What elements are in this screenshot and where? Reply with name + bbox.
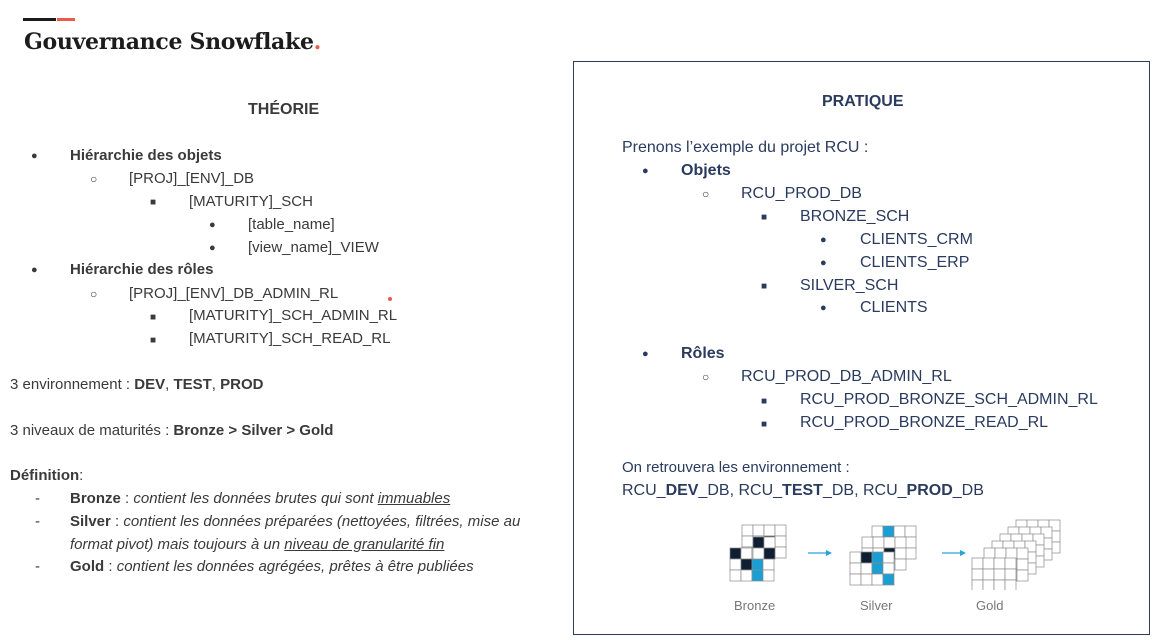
disc-bullet: ● <box>642 348 649 360</box>
practice-roles-heading: Rôles <box>681 345 725 362</box>
maturity-figure <box>729 519 1061 590</box>
page-title: Gouvernance Snowflake. <box>24 29 321 55</box>
practice-bronze-schema: BRONZE_SCH <box>800 208 910 225</box>
practice-heading: PRATIQUE <box>822 93 904 110</box>
disc-bullet: ● <box>820 257 827 269</box>
silver-figure-label: Silver <box>860 598 893 613</box>
circle-bullet: ○ <box>90 172 98 186</box>
circle-bullet: ○ <box>90 287 98 301</box>
disc-bullet: ● <box>209 242 216 254</box>
object-view-pattern: [view_name]_VIEW <box>248 239 379 256</box>
accent-bar-red <box>57 18 75 21</box>
object-table-pattern: [table_name] <box>248 216 335 233</box>
practice-clients-crm: CLIENTS_CRM <box>860 231 973 248</box>
dash-bullet: - <box>35 558 40 575</box>
definition-label: Définition: <box>10 467 84 484</box>
square-bullet: ■ <box>150 335 157 346</box>
bronze-figure-label: Bronze <box>734 598 776 613</box>
bronze-grid-icon <box>729 524 787 582</box>
practice-clients: CLIENTS <box>860 299 928 316</box>
roles-hierarchy-heading: Hiérarchie des rôles <box>70 261 214 278</box>
dash-bullet: - <box>35 490 40 507</box>
object-db-pattern: [PROJ]_[ENV]_DB <box>129 170 255 187</box>
dash-bullet: - <box>35 513 40 530</box>
gold-definition: Gold : contient les données agrégées, pr… <box>70 558 474 575</box>
circle-bullet: ○ <box>702 370 710 384</box>
practice-intro: Prenons l’exemple du projet RCU : <box>622 139 869 156</box>
square-bullet: ■ <box>761 281 768 292</box>
square-bullet: ■ <box>150 312 157 323</box>
maturity-line: 3 niveaux de maturités : Bronze > Silver… <box>10 422 334 439</box>
disc-bullet: ● <box>31 150 38 162</box>
practice-panel <box>573 61 1150 635</box>
disc-bullet: ● <box>209 219 216 231</box>
circle-bullet: ○ <box>702 187 710 201</box>
square-bullet: ■ <box>150 197 157 208</box>
practice-objects-heading: Objets <box>681 162 731 179</box>
silver-definition-line1: Silver : contient les données préparées … <box>70 513 521 530</box>
practice-env-list: RCU_DEV_DB, RCU_TEST_DB, RCU_PROD_DB <box>622 482 984 499</box>
disc-bullet: ● <box>642 165 649 177</box>
silver-definition-line2: format pivot) mais toujours à un niveau … <box>70 536 445 553</box>
arrow-right-icon <box>808 550 832 556</box>
square-bullet: ■ <box>761 212 768 223</box>
disc-bullet: ● <box>31 264 38 276</box>
practice-env-intro: On retrouvera les environnement : <box>622 459 850 476</box>
role-db-admin-pattern: [PROJ]_[ENV]_DB_ADMIN_RL <box>129 285 339 302</box>
objects-hierarchy-heading: Hiérarchie des objets <box>70 147 222 164</box>
gold-figure-label: Gold <box>976 598 1004 613</box>
object-schema-pattern: [MATURITY]_SCH <box>189 193 313 210</box>
role-sch-read-pattern: [MATURITY]_SCH_READ_RL <box>189 330 391 347</box>
practice-db-admin-role: RCU_PROD_DB_ADMIN_RL <box>741 368 952 385</box>
silver-grid-icon <box>849 525 917 586</box>
arrow-right-icon <box>942 550 966 556</box>
practice-bronze-admin-role: RCU_PROD_BRONZE_SCH_ADMIN_RL <box>800 391 1098 408</box>
disc-bullet: ● <box>820 234 827 246</box>
practice-bronze-read-role: RCU_PROD_BRONZE_READ_RL <box>800 414 1049 431</box>
square-bullet: ■ <box>761 396 768 407</box>
accent-bar-dark <box>23 18 56 21</box>
cursor-dot <box>388 297 392 301</box>
practice-db: RCU_PROD_DB <box>741 185 862 202</box>
theory-heading: THÉORIE <box>248 101 320 118</box>
bronze-definition: Bronze : contient les données brutes qui… <box>70 490 451 507</box>
role-sch-admin-pattern: [MATURITY]_SCH_ADMIN_RL <box>189 307 398 324</box>
environments-line: 3 environnement : DEV, TEST, PROD <box>10 376 264 393</box>
square-bullet: ■ <box>761 419 768 430</box>
gold-grid-icon <box>971 519 1061 590</box>
disc-bullet: ● <box>820 302 827 314</box>
practice-clients-erp: CLIENTS_ERP <box>860 254 970 271</box>
practice-silver-schema: SILVER_SCH <box>800 277 899 294</box>
